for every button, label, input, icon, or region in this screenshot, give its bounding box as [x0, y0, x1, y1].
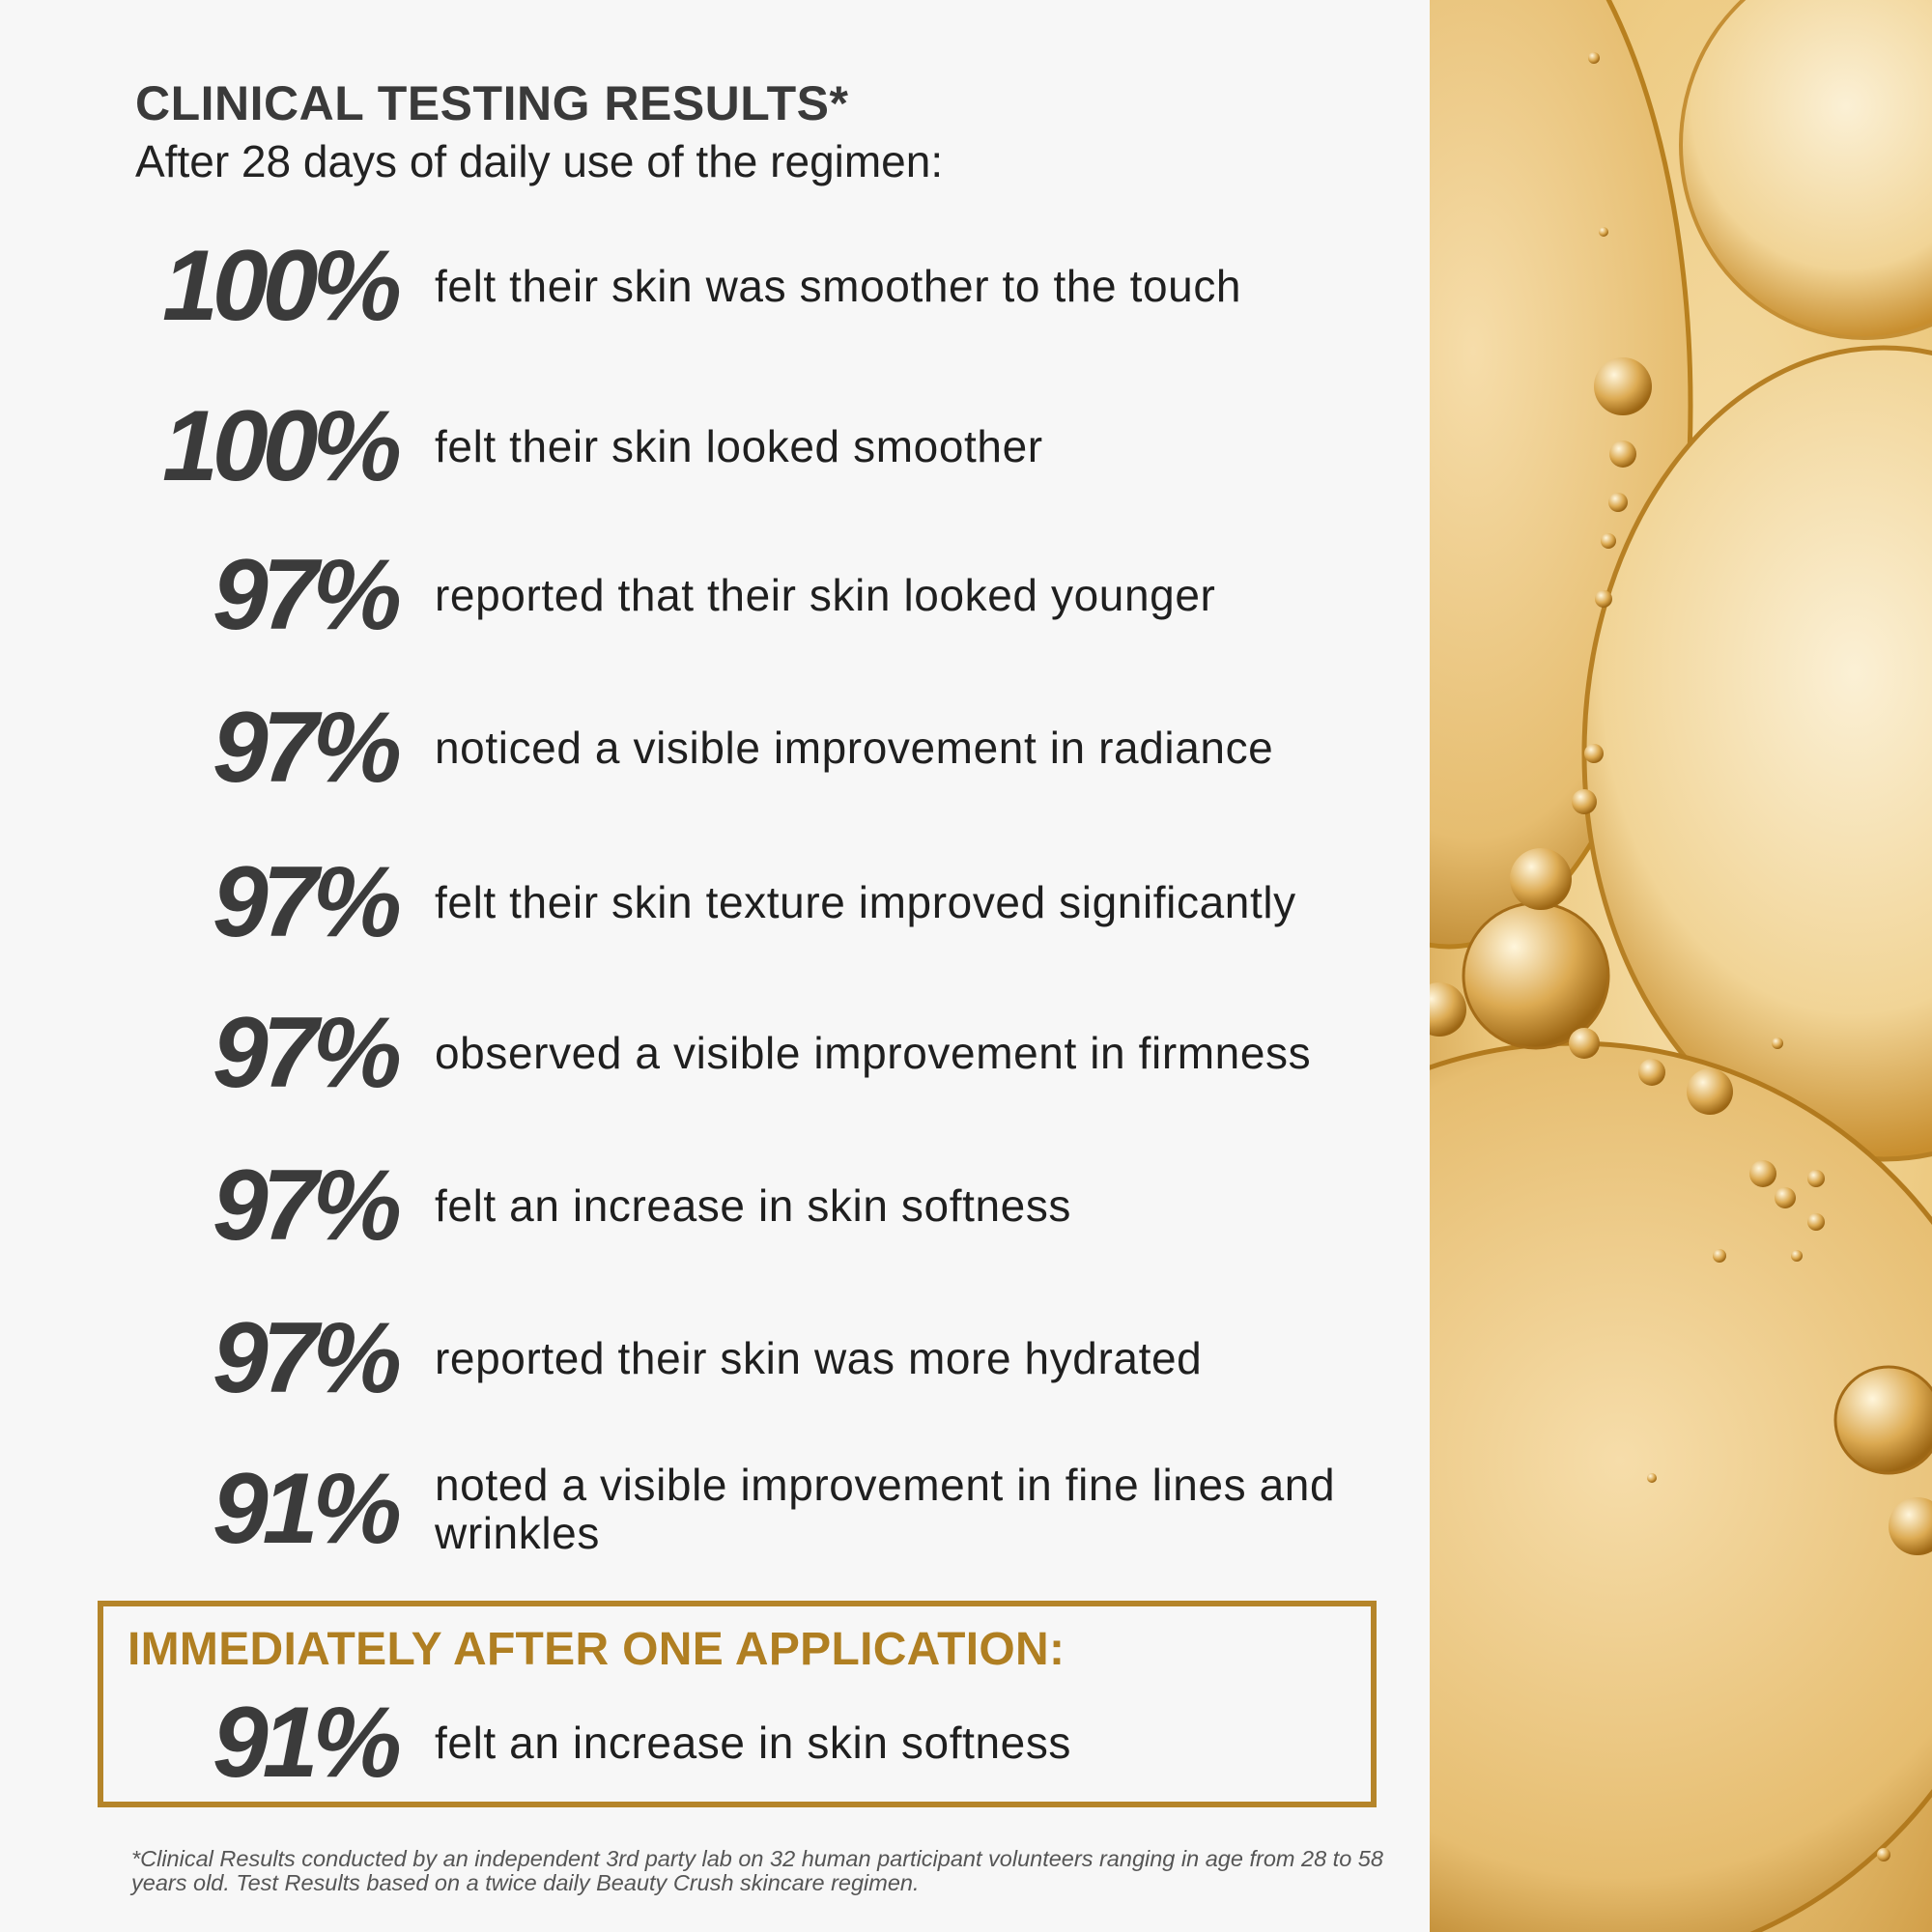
callout-box [98, 1601, 1377, 1807]
results-panel: CLINICAL TESTING RESULTS* After 28 days … [97, 76, 1383, 1895]
stat-percent: 97% [212, 1302, 402, 1414]
stat-percent: 97% [212, 846, 402, 958]
callout-description: felt an increase in skin softness [435, 1718, 1072, 1768]
oil-bubble [1599, 227, 1608, 237]
callout-percent: 91% [212, 1687, 402, 1799]
stat-percent: 97% [212, 1150, 402, 1262]
stat-percent: 100% [162, 390, 402, 502]
oil-bubble [1791, 1250, 1803, 1262]
callout-stat-row: 91% felt an increase in skin softness [97, 1675, 1372, 1810]
stat-description: observed a visible improvement in firmne… [435, 1028, 1312, 1078]
stat-percent: 91% [212, 1453, 402, 1565]
oil-bubble [1807, 1213, 1825, 1231]
stat-row: 97% reported their skin was more hydrate… [97, 1291, 1372, 1426]
stat-percent: 97% [212, 997, 402, 1109]
oil-bubble [1772, 1037, 1783, 1049]
stat-description: felt an increase in skin softness [435, 1180, 1072, 1231]
stat-description: noticed a visible improvement in radianc… [435, 723, 1274, 773]
stat-percent: 100% [162, 230, 402, 342]
stat-row: 97% felt an increase in skin softness [97, 1138, 1372, 1273]
oil-bubble [1608, 493, 1628, 512]
stat-row: 100% felt their skin was smoother to the… [97, 218, 1372, 354]
oil-bubble [1775, 1187, 1796, 1208]
page-subtitle: After 28 days of daily use of the regime… [135, 136, 944, 186]
oil-bubble [1584, 744, 1604, 763]
oil-bubble [1594, 357, 1652, 415]
stat-description: noted a visible improvement in fine line… [435, 1460, 1336, 1558]
oil-bubble [1569, 1028, 1600, 1059]
stat-percent: 97% [212, 539, 402, 651]
stat-description: reported that their skin looked younger [435, 570, 1216, 620]
stat-description: felt their skin was smoother to the touc… [435, 261, 1242, 311]
oil-bubble [1572, 789, 1597, 814]
stat-description: felt their skin texture improved signifi… [435, 877, 1296, 927]
oil-bubble [1609, 440, 1636, 468]
oil-bubble [1588, 52, 1600, 64]
stat-row: 97% observed a visible improvement in fi… [97, 985, 1372, 1121]
oil-bubble [1713, 1249, 1726, 1263]
oil-bubble [1462, 901, 1610, 1050]
callout-heading: IMMEDIATELY AFTER ONE APPLICATION: [128, 1624, 1065, 1675]
oil-bubble [1638, 1059, 1665, 1086]
oil-bubble [1430, 1040, 1932, 1932]
oil-bubble [1510, 848, 1572, 910]
oil-bubble [1877, 1848, 1890, 1861]
stat-percent: 97% [212, 692, 402, 804]
oil-bubble [1601, 533, 1616, 549]
stat-row: 100% felt their skin looked smoother [97, 379, 1372, 514]
stat-description: reported their skin was more hydrated [435, 1333, 1203, 1383]
stat-row: 91% noted a visible improvement in fine … [97, 1441, 1372, 1577]
stat-description: felt their skin looked smoother [435, 421, 1043, 471]
footnote: *Clinical Results conducted by an indepe… [131, 1846, 1383, 1895]
golden-oil-bubbles-image [1430, 0, 1932, 1932]
oil-bubble [1430, 982, 1466, 1037]
oil-bubble [1807, 1170, 1825, 1187]
oil-bubble [1889, 1497, 1932, 1555]
oil-bubble [1595, 590, 1612, 608]
stat-row: 97% reported that their skin looked youn… [97, 527, 1372, 663]
oil-bubble [1687, 1068, 1733, 1115]
oil-bubble [1647, 1473, 1657, 1483]
stat-row: 97% noticed a visible improvement in rad… [97, 680, 1372, 815]
page-title: CLINICAL TESTING RESULTS* [135, 76, 849, 130]
oil-bubble [1679, 0, 1932, 340]
oil-bubble [1833, 1365, 1932, 1475]
oil-bubble [1749, 1160, 1776, 1187]
stat-row: 97% felt their skin texture improved sig… [97, 835, 1372, 970]
